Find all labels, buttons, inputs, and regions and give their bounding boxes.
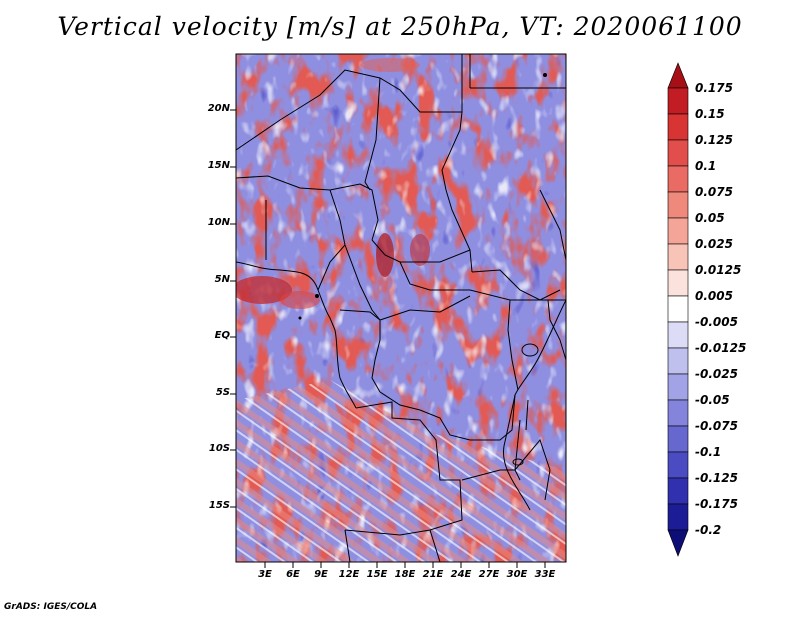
- colorbar-label: 0.025: [695, 237, 733, 251]
- latitude-label: 15S: [208, 500, 230, 511]
- colorbar-label: 0.175: [695, 81, 733, 95]
- longitude-label: 27E: [478, 569, 500, 580]
- updraft-north: [360, 58, 420, 72]
- colorbar-label: 0.075: [695, 185, 733, 199]
- longitude-label: 30E: [506, 569, 528, 580]
- colorbar-box: [667, 87, 689, 115]
- latitude-label: 5S: [215, 387, 230, 398]
- colorbar-label: -0.05: [695, 393, 730, 407]
- longitude-label: 15E: [366, 569, 388, 580]
- colorbar-label: -0.0125: [695, 341, 747, 355]
- convection-core-central-east: [410, 234, 430, 266]
- map-frame: [235, 53, 567, 563]
- latitude-label: 5N: [214, 274, 230, 285]
- colorbar-label: -0.2: [695, 523, 722, 537]
- colorbar-label: -0.005: [695, 315, 738, 329]
- islands: [298, 73, 547, 320]
- colorbar-box: [667, 191, 689, 219]
- latitude-label: EQ: [214, 330, 230, 341]
- colorbar-box: [667, 217, 689, 245]
- longitude-label: 9E: [314, 569, 328, 580]
- colorbar-label: -0.175: [695, 497, 738, 511]
- colorbar-top-triangle: [667, 62, 689, 89]
- colorbar-box: [667, 503, 689, 531]
- longitude-label: 3E: [258, 569, 272, 580]
- latitude-label: 15N: [207, 160, 230, 171]
- longitude-label: 18E: [394, 569, 416, 580]
- country-boundaries: [236, 54, 566, 562]
- colorbar-bottom-triangle: [667, 529, 689, 557]
- wave-band-region: [236, 380, 566, 562]
- colorbar-label: 0.0125: [695, 263, 742, 277]
- latitude-label: 20N: [207, 103, 230, 114]
- colorbar-label: -0.075: [695, 419, 738, 433]
- colorbar-box: [667, 477, 689, 505]
- colorbar-label: 0.05: [695, 211, 725, 225]
- colorbar-box: [667, 373, 689, 401]
- colorbar-label: 0.125: [695, 133, 733, 147]
- latitude-ticks: [230, 109, 236, 508]
- longitude-label: 12E: [338, 569, 360, 580]
- colorbar-box: [667, 113, 689, 141]
- colorbar-label: 0.15: [695, 107, 725, 121]
- colorbar-box: [667, 399, 689, 427]
- colorbar-box: [667, 139, 689, 167]
- longitude-label: 33E: [534, 569, 556, 580]
- longitude-label: 6E: [286, 569, 300, 580]
- map-panel: [236, 54, 566, 562]
- colorbar-label: 0.1: [695, 159, 717, 173]
- colorbar-box: [667, 165, 689, 193]
- colorbar-box: [667, 243, 689, 271]
- longitude-ticks: [264, 562, 546, 568]
- colorbar-label: 0.005: [695, 289, 733, 303]
- grads-credit: GrADS: IGES/COLA: [4, 602, 98, 612]
- colorbar-box: [667, 425, 689, 453]
- colorbar-label: -0.025: [695, 367, 738, 381]
- convection-core-gulf-east: [280, 291, 320, 309]
- latitude-label: 10N: [207, 217, 230, 228]
- colorbar-box: [667, 295, 689, 323]
- colorbar: [667, 62, 689, 557]
- latitude-label: 10S: [208, 443, 230, 454]
- colorbar-label: -0.1: [695, 445, 722, 459]
- colorbar-box: [667, 347, 689, 375]
- colorbar-box: [667, 321, 689, 349]
- convection-core-gulf: [236, 276, 292, 304]
- colorbar-box: [667, 269, 689, 297]
- colorbar-box: [667, 451, 689, 479]
- colorbar-label: -0.125: [695, 471, 738, 485]
- chart-title: Vertical velocity [m/s] at 250hPa, VT: 2…: [57, 12, 743, 41]
- longitude-label: 24E: [450, 569, 472, 580]
- longitude-label: 21E: [422, 569, 444, 580]
